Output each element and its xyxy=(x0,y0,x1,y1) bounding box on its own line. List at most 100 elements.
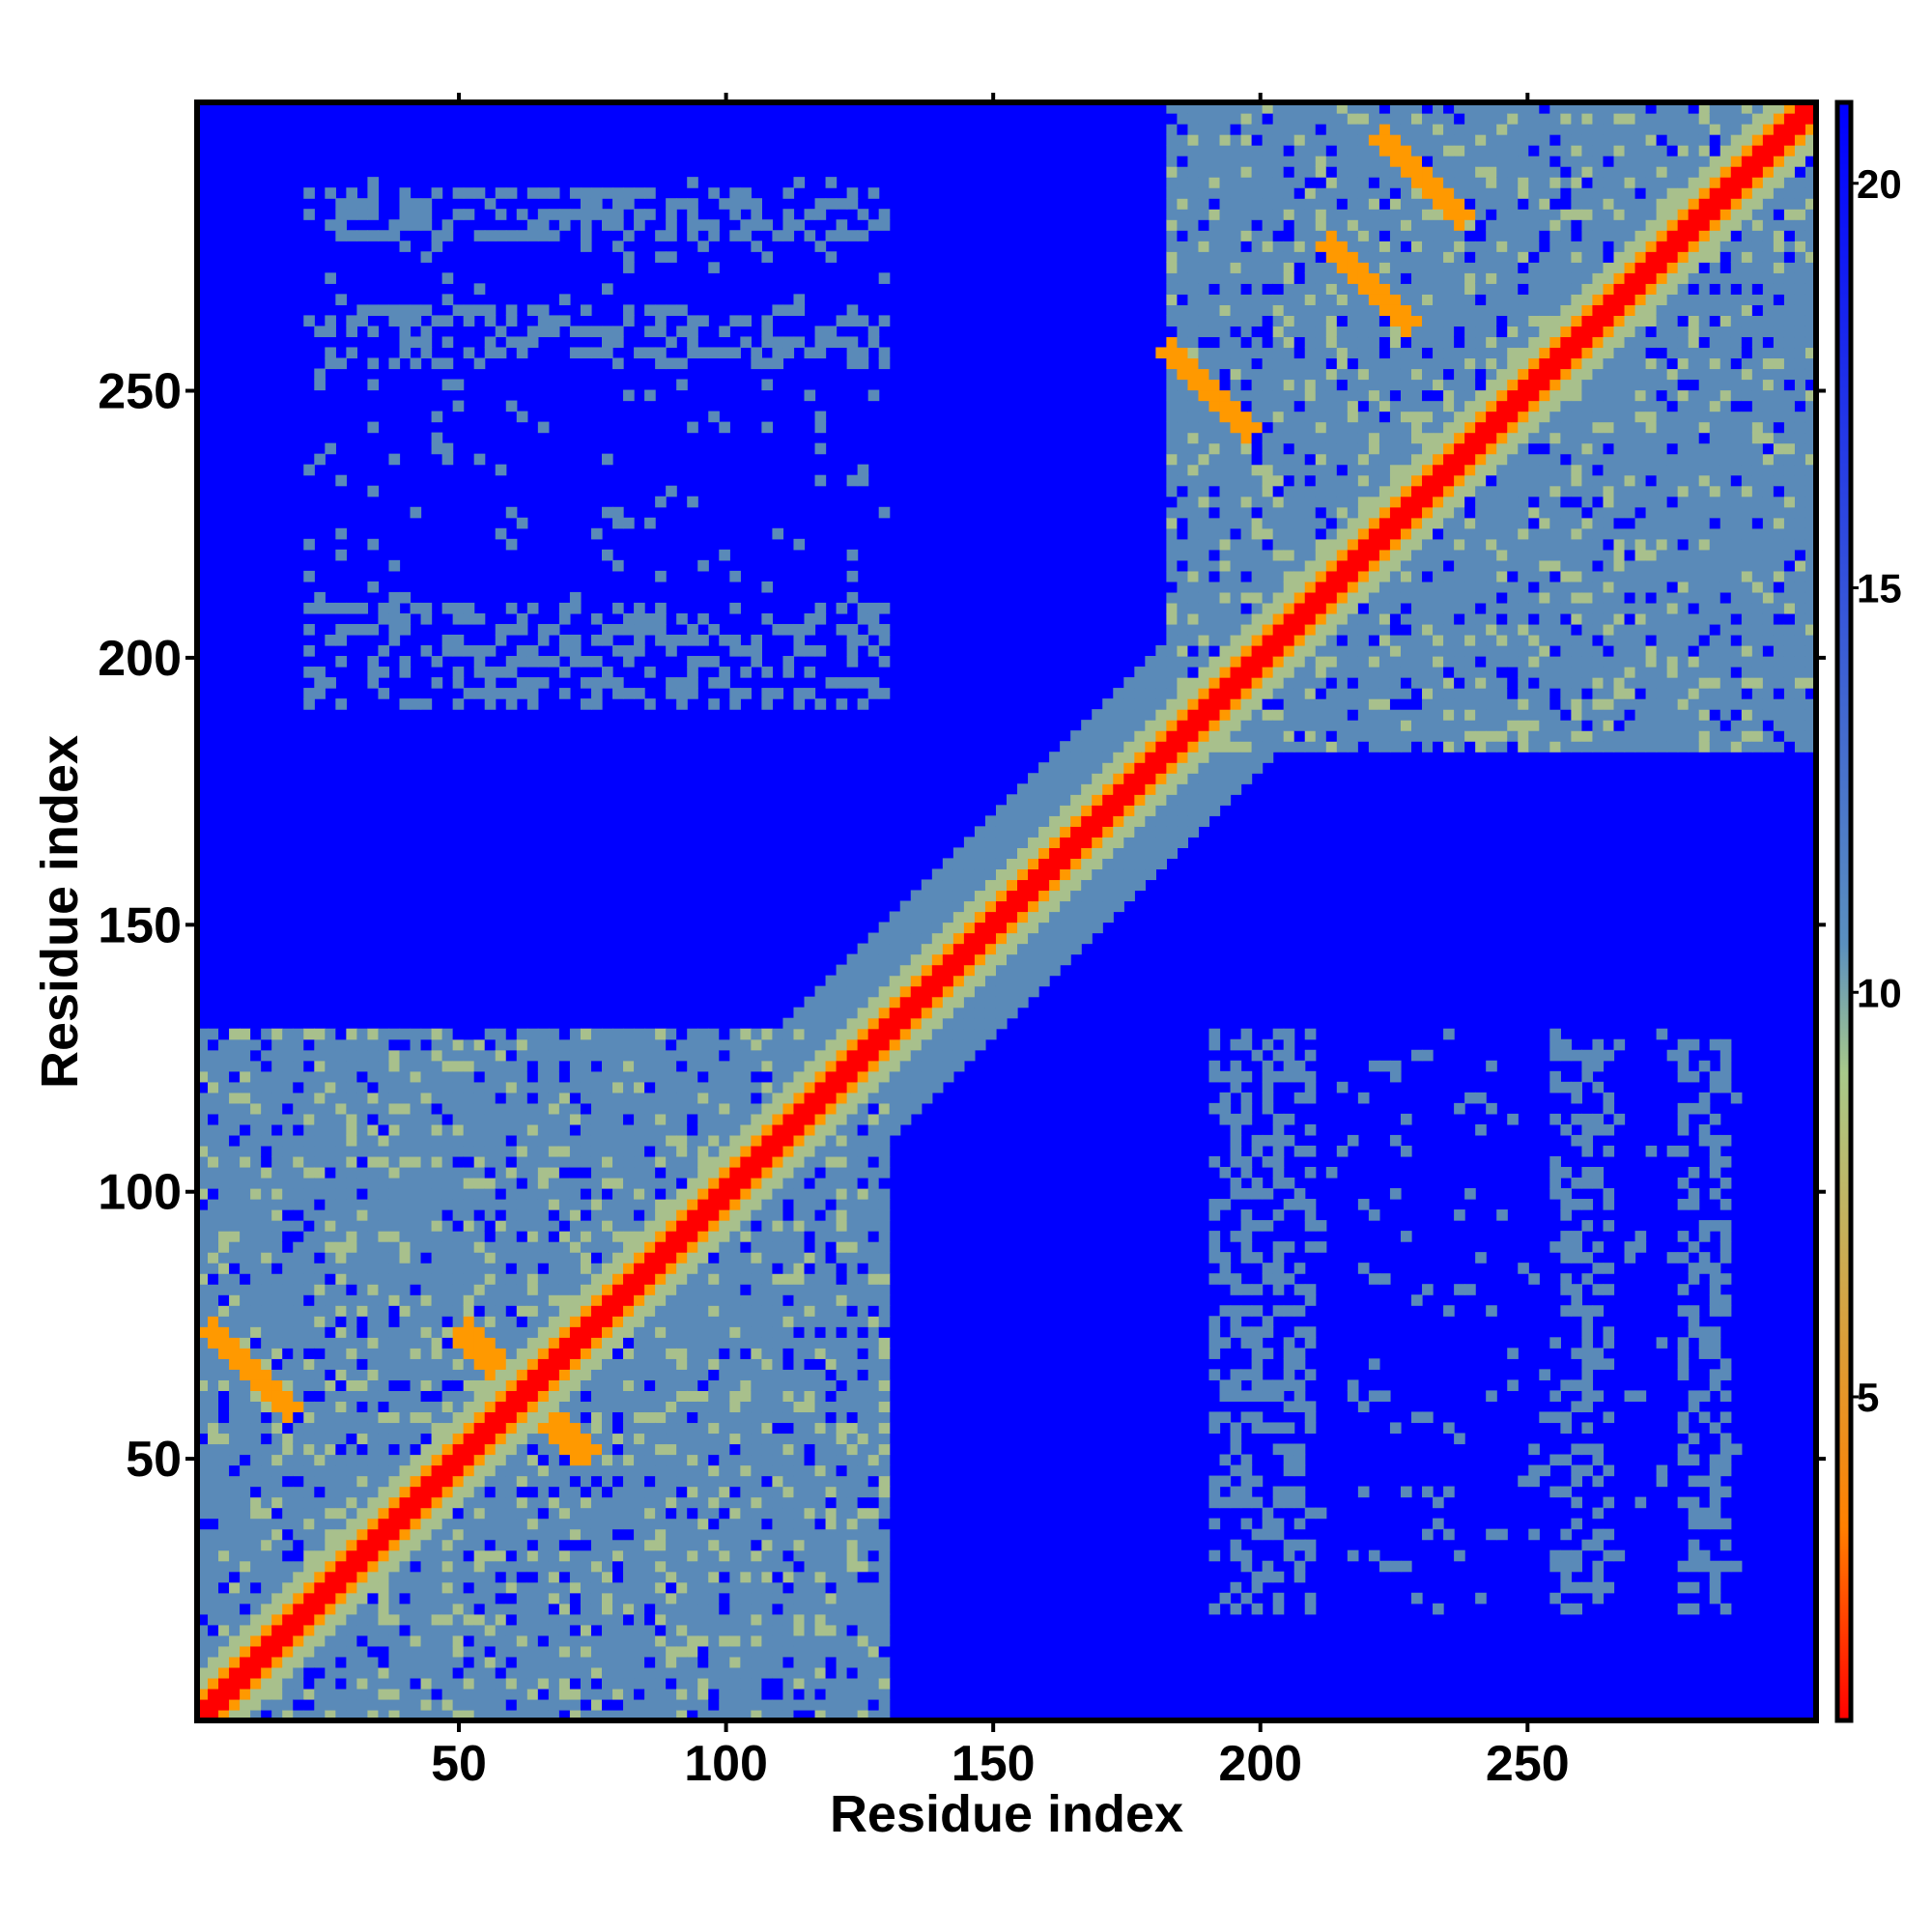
heatmap-cell xyxy=(676,198,688,210)
heatmap-cell xyxy=(793,1645,806,1658)
heatmap-cell xyxy=(314,1113,326,1125)
heatmap-cell xyxy=(558,1155,571,1168)
heatmap-cell xyxy=(325,1518,336,1530)
heatmap-cell xyxy=(931,964,944,977)
heatmap-cell xyxy=(889,943,901,955)
heatmap-cell xyxy=(516,1464,528,1477)
heatmap-cell xyxy=(378,1486,390,1498)
heatmap-cell xyxy=(378,1443,390,1456)
heatmap-cell xyxy=(197,1539,209,1551)
heatmap-cell xyxy=(314,1284,326,1295)
heatmap-cell xyxy=(548,1155,560,1168)
heatmap-cell xyxy=(240,1081,251,1094)
heatmap-cell xyxy=(484,1294,497,1306)
heatmap-cell xyxy=(548,1560,560,1573)
heatmap-cell xyxy=(463,612,475,625)
heatmap-cell xyxy=(271,1209,283,1221)
heatmap-cell xyxy=(197,1284,209,1295)
heatmap-cell xyxy=(804,1613,816,1626)
heatmap-cell xyxy=(878,964,891,977)
heatmap-cell xyxy=(676,1411,688,1424)
heatmap-cell xyxy=(218,1049,230,1062)
heatmap-cell xyxy=(655,1231,667,1242)
heatmap-cell xyxy=(729,1496,741,1509)
heatmap-cell xyxy=(676,1369,688,1380)
heatmap-cell xyxy=(761,1081,774,1094)
heatmap-cell xyxy=(846,1401,859,1413)
heatmap-cell xyxy=(623,1294,635,1306)
heatmap-cell xyxy=(505,1666,518,1679)
heatmap-cell xyxy=(537,1539,550,1551)
heatmap-cell xyxy=(793,1294,806,1306)
heatmap-cell xyxy=(526,1049,539,1062)
heatmap-cell xyxy=(516,1081,528,1094)
heatmap-cell xyxy=(697,1624,709,1636)
heatmap-cell xyxy=(378,1677,390,1690)
heatmap-cell xyxy=(282,1081,294,1094)
heatmap-cell xyxy=(229,1560,241,1573)
heatmap-cell xyxy=(335,1305,347,1317)
heatmap-cell xyxy=(261,1560,272,1573)
heatmap-cell xyxy=(388,357,401,370)
heatmap-cell xyxy=(569,1199,582,1210)
heatmap-cell xyxy=(644,1145,656,1157)
heatmap-cell xyxy=(867,1443,880,1456)
heatmap-cell xyxy=(441,1188,454,1200)
heatmap-cell xyxy=(836,1081,848,1094)
heatmap-cell xyxy=(558,1379,571,1391)
heatmap-cell xyxy=(793,294,806,305)
heatmap-cell xyxy=(303,667,315,678)
heatmap-cell xyxy=(271,1028,283,1040)
heatmap-cell xyxy=(857,1496,869,1509)
heatmap-cell xyxy=(708,1401,720,1413)
heatmap-cell xyxy=(814,1113,827,1125)
heatmap-cell xyxy=(271,1433,283,1445)
heatmap-cell xyxy=(782,1613,795,1626)
heatmap-cell xyxy=(293,1369,304,1380)
heatmap-cell xyxy=(846,315,859,327)
heatmap-cell xyxy=(548,1294,560,1306)
heatmap-cell xyxy=(740,1390,752,1403)
heatmap-cell xyxy=(878,1294,891,1306)
heatmap-cell xyxy=(346,1528,357,1541)
heatmap-cell xyxy=(751,1369,762,1380)
heatmap-cell xyxy=(655,1263,667,1274)
heatmap-cell xyxy=(634,1496,645,1509)
heatmap-cell xyxy=(548,1316,560,1327)
heatmap-cell xyxy=(495,187,507,199)
heatmap-cell xyxy=(356,1263,369,1274)
heatmap-cell xyxy=(314,1231,326,1242)
heatmap-cell xyxy=(846,1411,859,1424)
heatmap-cell xyxy=(516,1220,528,1232)
heatmap-cell xyxy=(346,1581,357,1594)
heatmap-cell xyxy=(772,623,784,636)
heatmap-cell xyxy=(208,1496,219,1509)
heatmap-cell xyxy=(846,1613,859,1626)
heatmap-cell xyxy=(282,1113,294,1125)
heatmap-cell xyxy=(644,1507,656,1520)
heatmap-cell xyxy=(346,1220,357,1232)
heatmap-cell xyxy=(740,1294,752,1306)
heatmap-cell xyxy=(867,1613,880,1626)
heatmap-cell xyxy=(697,1677,709,1690)
heatmap-cell xyxy=(388,1348,401,1359)
heatmap-cell xyxy=(804,1475,816,1488)
heatmap-cell xyxy=(410,1422,422,1435)
heatmap-cell xyxy=(793,1199,806,1210)
heatmap-cell xyxy=(558,1560,571,1573)
heatmap-cell xyxy=(612,187,624,199)
heatmap-cell xyxy=(463,1645,475,1658)
heatmap-cell xyxy=(761,1113,774,1125)
heatmap-cell xyxy=(240,1155,251,1168)
heatmap-cell xyxy=(463,1348,475,1359)
heatmap-cell xyxy=(346,1113,357,1125)
heatmap-cell xyxy=(325,1231,336,1242)
heatmap-cell xyxy=(655,1358,667,1370)
heatmap-cell xyxy=(463,1049,475,1062)
heatmap-cell xyxy=(410,1709,422,1721)
heatmap-cell xyxy=(431,1688,443,1700)
heatmap-cell xyxy=(240,1358,251,1370)
heatmap-cell xyxy=(676,1241,688,1253)
heatmap-cell xyxy=(282,1390,294,1403)
heatmap-cell xyxy=(634,1326,645,1338)
